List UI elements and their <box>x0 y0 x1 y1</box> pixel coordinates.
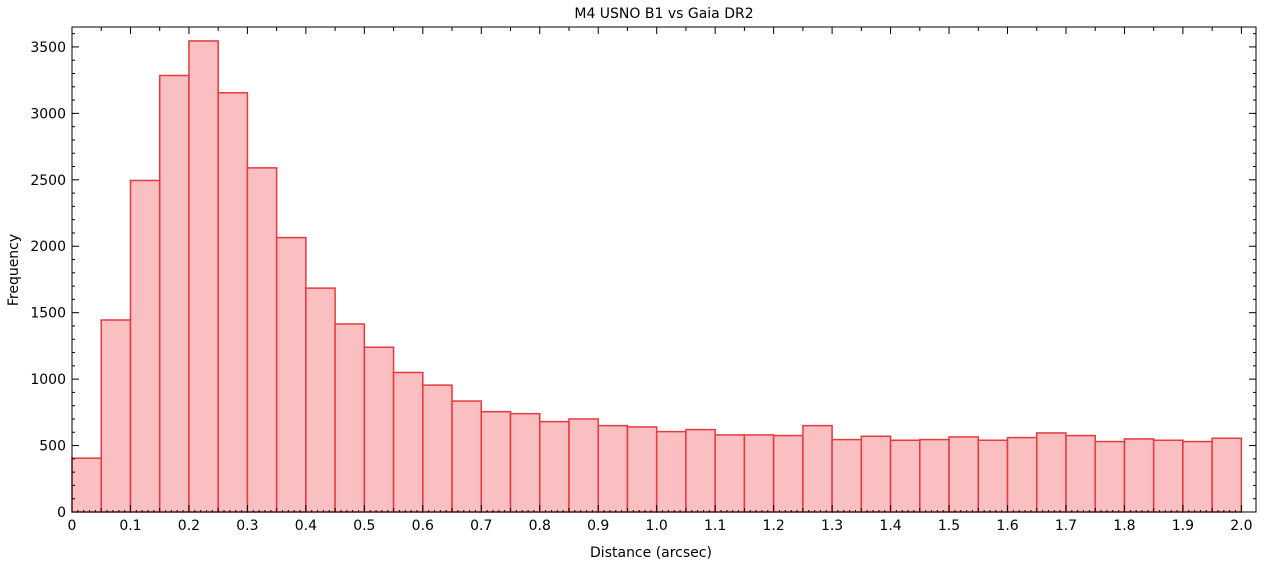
histogram-bar <box>509 412 541 513</box>
y-axis-label: Frequency <box>6 234 22 306</box>
y-tick-label: 3500 <box>30 40 66 56</box>
histogram-bar <box>626 426 658 513</box>
y-tick-label: 3000 <box>30 106 66 122</box>
x-tick-label: 0.4 <box>295 518 317 534</box>
histogram-bar <box>568 418 599 513</box>
histogram-bar <box>392 371 424 513</box>
histogram-bar <box>451 400 483 513</box>
histogram-bar <box>1182 440 1213 513</box>
histogram-bar <box>246 167 278 513</box>
x-tick-label: 0.7 <box>470 518 492 534</box>
x-tick-label: 0.9 <box>587 518 609 534</box>
histogram-bar <box>100 319 132 513</box>
x-tick-label: 0.3 <box>236 518 258 534</box>
y-tick-label: 2500 <box>30 173 66 189</box>
histogram-bar <box>802 424 833 513</box>
y-tick-label: 0 <box>57 505 66 521</box>
x-tick-label: 1.5 <box>938 518 960 534</box>
histogram-bar <box>305 287 336 513</box>
histogram-bar <box>1123 438 1155 513</box>
histogram-bar <box>1152 439 1184 513</box>
histogram-bar <box>831 438 863 513</box>
histogram-bar <box>714 434 746 513</box>
histogram-bar <box>977 439 1009 513</box>
histogram-bar <box>1211 437 1243 513</box>
x-tick-label: 1.9 <box>1172 518 1194 534</box>
histogram-bar <box>71 457 102 513</box>
y-tick-label: 1000 <box>30 372 66 388</box>
bars-group <box>71 40 1243 513</box>
x-tick-label: 0.6 <box>412 518 434 534</box>
chart-title: M4 USNO B1 vs Gaia DR2 <box>574 6 753 22</box>
histogram-bar <box>685 428 716 513</box>
histogram-bar <box>129 179 161 513</box>
x-tick-label: 0.5 <box>353 518 375 534</box>
histogram-bar <box>597 424 629 513</box>
histogram-bar <box>1094 440 1126 513</box>
histogram-bar <box>334 323 366 513</box>
histogram-bar <box>1035 432 1067 513</box>
histogram-bar <box>1006 436 1038 513</box>
y-tick-label: 2000 <box>30 239 66 255</box>
histogram-bar <box>188 40 219 513</box>
x-tick-label: 0.8 <box>529 518 551 534</box>
x-tick-label: 2.0 <box>1230 518 1252 534</box>
histogram-bar <box>539 420 570 513</box>
histogram-bar <box>158 74 190 513</box>
x-tick-label: 0 <box>68 518 77 534</box>
x-tick-label: 1.4 <box>879 518 901 534</box>
y-tick-label: 500 <box>39 439 66 455</box>
histogram-bar <box>363 346 395 513</box>
x-tick-label: 1.3 <box>821 518 843 534</box>
histogram-bar <box>919 438 950 513</box>
x-tick-label: 0.1 <box>119 518 141 534</box>
histogram-bar <box>480 410 512 513</box>
histogram-bar <box>860 435 892 513</box>
x-tick-label: 1.6 <box>996 518 1018 534</box>
x-tick-label: 1.2 <box>762 518 784 534</box>
histogram-bar <box>743 434 775 513</box>
plot-frame <box>71 26 1257 513</box>
histogram-bar <box>889 439 921 513</box>
x-tick-label: 1.7 <box>1055 518 1077 534</box>
histogram-bar <box>948 436 980 513</box>
histogram-bar <box>217 92 249 513</box>
x-tick-label: 1.1 <box>704 518 726 534</box>
histogram-bar <box>1065 434 1096 513</box>
x-tick-label: 1.8 <box>1113 518 1135 534</box>
y-tick-label: 1500 <box>30 306 66 322</box>
x-tick-label: 1.0 <box>646 518 668 534</box>
histogram-bar <box>772 434 804 513</box>
histogram-bar <box>275 236 307 513</box>
x-ticks-group: 0 0.1 0.2 0.3 0.4 0.5 0.6 0.7 0.8 0.9 1.0 1.1 1.2 1.3… <box>68 27 1253 534</box>
histogram-bar <box>422 384 453 513</box>
histogram-bar <box>655 430 687 513</box>
x-tick-label: 0.2 <box>178 518 200 534</box>
x-axis-label: Distance (arcsec) <box>590 545 712 561</box>
y-ticks-group: 0 500 1000 1500 2000 2500 3000 3500 <box>30 33 1256 521</box>
